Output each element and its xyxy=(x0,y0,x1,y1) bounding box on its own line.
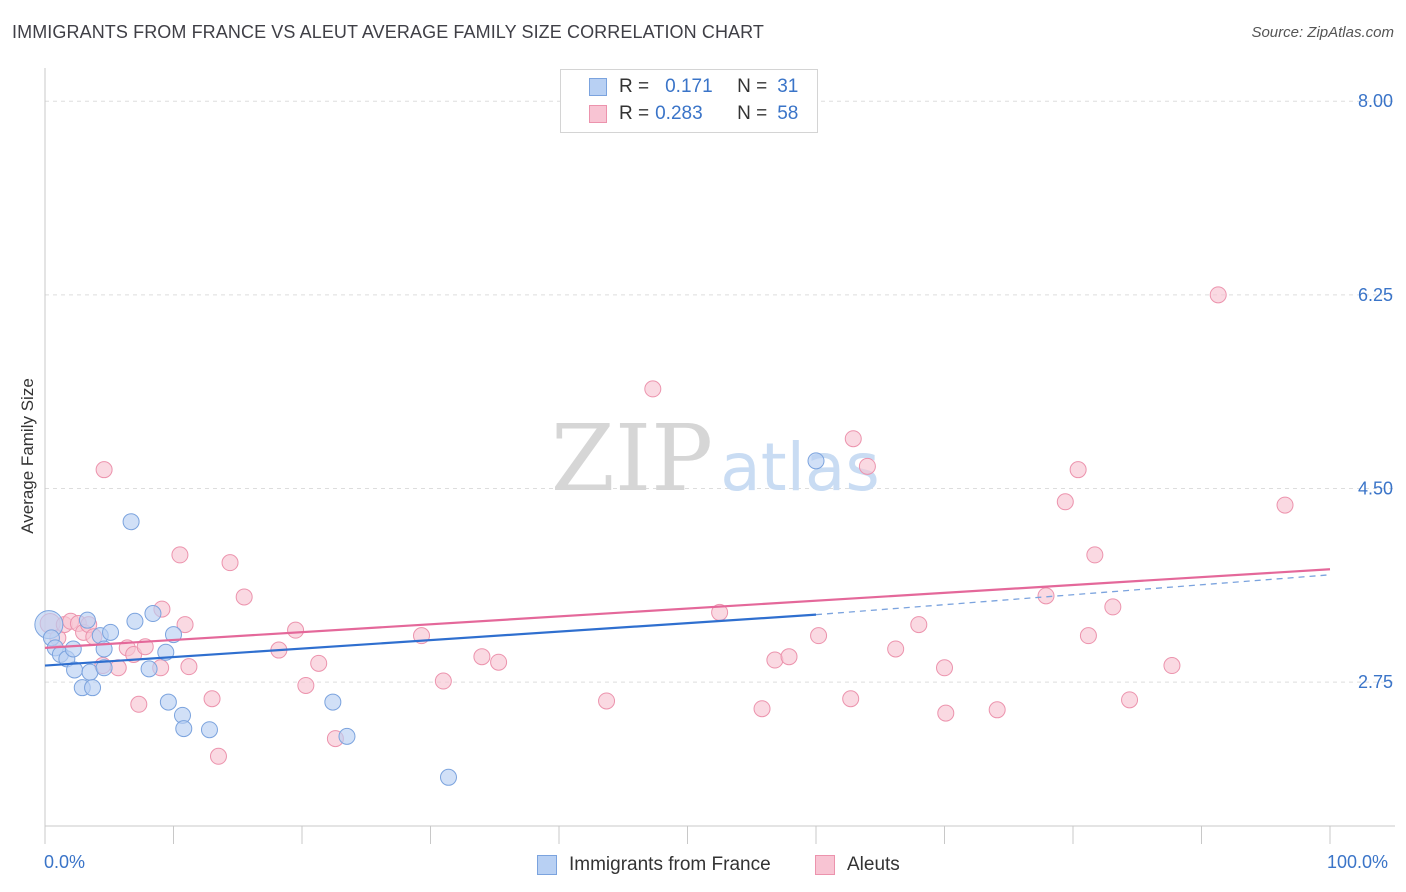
y-tick-label: 8.00 xyxy=(1358,91,1393,111)
y-tick-labels: 2.75 4.50 6.25 8.00 xyxy=(1358,91,1393,692)
legend-row-france: R = 0.171 N = 31 xyxy=(589,75,798,99)
y-tick-label: 6.25 xyxy=(1358,285,1393,305)
aleut-point xyxy=(644,380,662,398)
x-axis-max-label: 100.0% xyxy=(1327,852,1389,872)
aleut-point xyxy=(844,430,862,448)
aleut-point xyxy=(171,546,189,564)
aleut-point xyxy=(297,676,315,694)
aleut-point xyxy=(1163,657,1181,675)
france-point xyxy=(159,693,177,711)
france-point xyxy=(338,727,356,745)
y-tick-label: 2.75 xyxy=(1358,672,1393,692)
aleuts-points xyxy=(39,286,1294,765)
france-point xyxy=(439,768,457,786)
france-point xyxy=(807,452,825,470)
aleut-point xyxy=(287,621,305,639)
legend-r-value: 0.171 xyxy=(665,76,713,97)
aleut-point xyxy=(95,461,113,479)
legend-r-label: R = xyxy=(619,76,650,97)
aleut-point xyxy=(753,700,771,718)
bottom-legend-aleuts: Aleuts xyxy=(815,852,900,878)
france-point xyxy=(175,720,193,738)
aleut-point xyxy=(937,704,955,722)
watermark-zip: ZIP xyxy=(551,405,713,512)
aleut-point xyxy=(810,627,828,645)
aleut-point xyxy=(434,672,452,690)
legend-swatch-aleuts xyxy=(589,105,607,123)
france-point xyxy=(102,623,120,641)
legend-n-label: N = xyxy=(737,76,768,97)
aleut-point xyxy=(235,588,253,606)
legend-swatch-france xyxy=(589,78,607,96)
correlation-legend: R = 0.171 N = 31 R = 0.283 N = 58 xyxy=(560,69,818,133)
y-tick-label: 4.50 xyxy=(1358,478,1393,498)
aleut-point xyxy=(176,616,194,634)
aleut-point xyxy=(180,658,198,676)
france-trend-extension xyxy=(815,574,1331,616)
aleut-trend-line xyxy=(44,568,1331,649)
aleut-point xyxy=(1056,493,1074,511)
aleut-point xyxy=(310,654,328,672)
legend-label-france: Immigrants from France xyxy=(569,854,771,875)
x-axis-min-label: 0.0% xyxy=(44,852,86,872)
aleut-point xyxy=(1104,598,1122,616)
trend-lines xyxy=(44,568,1331,667)
legend-swatch-aleuts xyxy=(815,855,835,875)
source-label: Source: ZipAtlas.com xyxy=(1251,24,1394,41)
bottom-legend-france: Immigrants from France xyxy=(537,852,771,878)
france-point xyxy=(84,679,102,697)
france-point xyxy=(165,626,182,644)
aleut-point xyxy=(209,747,227,765)
legend-n-value: 58 xyxy=(777,103,799,124)
aleut-point xyxy=(780,648,798,666)
aleut-point xyxy=(936,659,953,677)
aleut-point xyxy=(473,648,491,666)
aleut-point xyxy=(858,457,876,475)
axes xyxy=(44,68,1395,844)
france-point xyxy=(200,721,218,739)
france-point xyxy=(81,663,99,681)
legend-n-label: N = xyxy=(737,103,768,124)
aleut-point xyxy=(910,616,928,634)
france-trend-line xyxy=(44,613,817,667)
aleut-point xyxy=(221,554,239,572)
aleut-point xyxy=(1209,286,1227,304)
france-point xyxy=(64,640,82,658)
aleut-point xyxy=(203,690,221,708)
france-point xyxy=(144,605,162,623)
aleut-point xyxy=(1069,461,1087,479)
france-point xyxy=(95,659,113,677)
france-point xyxy=(324,693,342,711)
legend-label-aleuts: Aleuts xyxy=(847,854,900,875)
aleut-point xyxy=(842,690,860,708)
aleut-point xyxy=(130,695,148,713)
aleut-point xyxy=(1079,627,1097,645)
aleut-point xyxy=(1086,546,1104,564)
aleut-point xyxy=(1037,587,1055,605)
aleut-point xyxy=(598,692,616,710)
legend-swatch-france xyxy=(537,855,557,875)
aleut-point xyxy=(490,653,508,671)
france-point xyxy=(126,612,144,630)
aleut-point xyxy=(988,701,1006,719)
aleut-point xyxy=(1276,496,1294,514)
aleut-point xyxy=(1121,691,1139,709)
watermark: ZIP atlas xyxy=(551,405,880,512)
y-axis-label: Average Family Size xyxy=(18,378,37,534)
legend-r-value: 0.283 xyxy=(655,103,703,124)
legend-n-value: 31 xyxy=(777,76,799,97)
aleut-point xyxy=(887,640,905,658)
france-point xyxy=(78,611,96,629)
aleut-point xyxy=(766,651,784,669)
legend-r-label: R = xyxy=(619,103,650,124)
chart-title: IMMIGRANTS FROM FRANCE VS ALEUT AVERAGE … xyxy=(12,22,765,42)
france-point xyxy=(122,513,140,531)
legend-row-aleuts: R = 0.283 N = 58 xyxy=(589,102,798,126)
france-point xyxy=(140,660,158,678)
